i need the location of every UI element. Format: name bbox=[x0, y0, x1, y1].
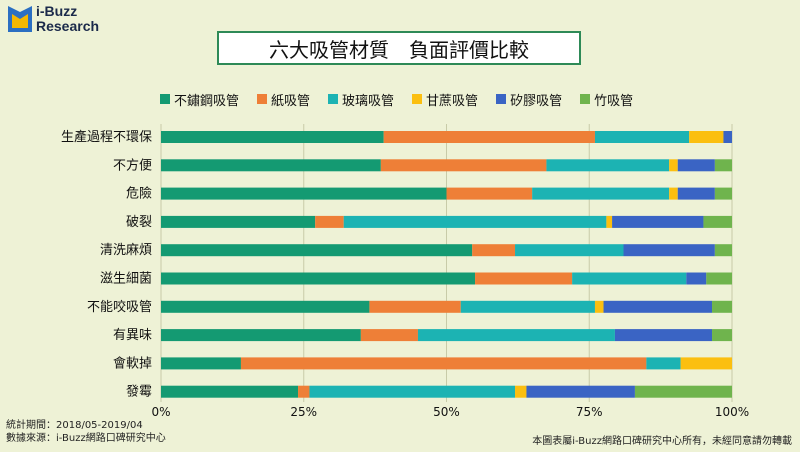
bar-segment bbox=[240, 357, 647, 370]
y-category-label: 不能咬吸管 bbox=[87, 299, 152, 315]
bar-segment bbox=[383, 131, 595, 143]
bar-segment bbox=[161, 329, 361, 342]
bar-segment bbox=[703, 215, 732, 228]
legend-label: 紙吸管 bbox=[271, 93, 311, 109]
bar-segment bbox=[594, 300, 604, 313]
bar-segment bbox=[646, 357, 681, 370]
bar-segment bbox=[677, 159, 715, 172]
bar-segment bbox=[475, 272, 573, 285]
bar-segment bbox=[161, 357, 241, 370]
bar-segment bbox=[712, 300, 732, 313]
brand-line2: Research bbox=[36, 18, 100, 34]
bar-segment bbox=[677, 187, 715, 200]
bar-segment bbox=[706, 272, 732, 285]
bar-segment bbox=[515, 244, 624, 257]
bar-segment bbox=[603, 300, 713, 313]
y-category-label: 清洗麻煩 bbox=[100, 243, 152, 258]
bar-segment bbox=[526, 385, 635, 398]
bar-segment bbox=[669, 187, 678, 200]
bar-segment bbox=[161, 272, 476, 285]
legend-swatch bbox=[160, 94, 170, 104]
bar-segment bbox=[532, 187, 670, 200]
bar-segment bbox=[712, 329, 732, 342]
y-category-label: 生產過程不環保 bbox=[61, 129, 152, 145]
footer-notes: 統計期間：2018/05-2019/04 數據來源：i-Buzz網路口碑研究中心 bbox=[6, 419, 166, 445]
bar-segment bbox=[460, 300, 595, 313]
bar-segment bbox=[606, 215, 613, 228]
legend-swatch bbox=[580, 94, 591, 104]
legend-label: 竹吸管 bbox=[594, 93, 634, 109]
legend-label: 矽膠吸管 bbox=[510, 93, 563, 109]
bar-segment bbox=[315, 215, 344, 228]
bar-segment bbox=[446, 187, 533, 200]
bar-segment bbox=[417, 329, 615, 342]
bar-segment bbox=[669, 159, 678, 172]
brand-line1: i-Buzz bbox=[36, 3, 78, 19]
legend-item: 竹吸管 bbox=[580, 91, 634, 109]
logo-icon bbox=[8, 6, 32, 32]
chart-legend: 不鏽鋼吸管 紙吸管 玻璃吸管 甘蔗吸管 矽膠吸管 竹吸管 bbox=[160, 91, 651, 109]
bar-segment bbox=[689, 131, 724, 143]
legend-swatch bbox=[257, 94, 268, 104]
bar-segment bbox=[572, 272, 687, 285]
bar-segment bbox=[714, 187, 732, 200]
bar-segment bbox=[714, 244, 732, 257]
footer-period: 統計期間：2018/05-2019/04 bbox=[6, 420, 143, 431]
brand-logo: i-Buzz Research bbox=[8, 4, 128, 38]
bar-segment bbox=[161, 215, 316, 228]
bar-segment bbox=[723, 131, 732, 143]
bar-segment bbox=[161, 187, 447, 200]
legend-label: 玻璃吸管 bbox=[342, 93, 395, 109]
bar-segment bbox=[161, 131, 384, 143]
x-tick-label: 100% bbox=[715, 405, 749, 419]
bar-segment bbox=[309, 385, 516, 398]
chart-title: 六大吸管材質 負面評價比較 bbox=[217, 31, 581, 65]
bar-segment bbox=[161, 159, 381, 172]
bar-segment bbox=[546, 159, 670, 172]
bar-segment bbox=[515, 385, 527, 398]
legend-swatch bbox=[328, 94, 339, 104]
x-tick-label: 50% bbox=[433, 405, 460, 419]
y-category-label: 有異味 bbox=[113, 328, 152, 343]
bar-segment bbox=[686, 272, 707, 285]
legend-item: 紙吸管 bbox=[257, 91, 311, 109]
y-category-label: 破裂 bbox=[126, 215, 152, 230]
x-tick-label: 0% bbox=[151, 405, 170, 419]
legend-label: 甘蔗吸管 bbox=[426, 93, 479, 109]
bar-segment bbox=[343, 215, 607, 228]
legend-item: 甘蔗吸管 bbox=[412, 91, 479, 109]
bar-segment bbox=[360, 329, 418, 342]
x-tick-label: 75% bbox=[576, 405, 603, 419]
bar-segment bbox=[634, 385, 732, 398]
bar-segment bbox=[369, 300, 461, 313]
footer-source: 數據來源：i-Buzz網路口碑研究中心 bbox=[6, 433, 166, 444]
legend-label: 不鏽鋼吸管 bbox=[174, 93, 240, 109]
bar-segment bbox=[623, 244, 715, 257]
bar-segment bbox=[614, 329, 713, 342]
bar-segment bbox=[612, 215, 704, 228]
legend-swatch bbox=[412, 94, 423, 104]
y-category-label: 滋生細菌 bbox=[100, 272, 152, 287]
bar-segment bbox=[680, 357, 732, 370]
legend-item: 玻璃吸管 bbox=[328, 91, 395, 109]
bar-segment bbox=[472, 244, 516, 257]
bar-segment bbox=[161, 385, 299, 398]
legend-item: 矽膠吸管 bbox=[496, 91, 563, 109]
y-category-label: 會軟掉 bbox=[113, 355, 152, 371]
y-category-label: 危險 bbox=[126, 187, 152, 202]
y-category-label: 發霉 bbox=[126, 385, 152, 400]
bar-segment bbox=[161, 300, 370, 313]
bar-segment bbox=[298, 385, 310, 398]
legend-item: 不鏽鋼吸管 bbox=[160, 91, 240, 109]
legend-swatch bbox=[496, 94, 507, 104]
y-category-label: 不方便 bbox=[113, 157, 152, 173]
bar-segment bbox=[380, 159, 547, 172]
x-tick-label: 25% bbox=[290, 405, 317, 419]
bar-segment bbox=[594, 131, 690, 143]
footer-copyright: 本圖表屬i-Buzz網路口碑研究中心所有，未經同意請勿轉載 bbox=[532, 436, 792, 447]
bar-segment bbox=[714, 159, 732, 172]
bar-segment bbox=[161, 244, 473, 257]
